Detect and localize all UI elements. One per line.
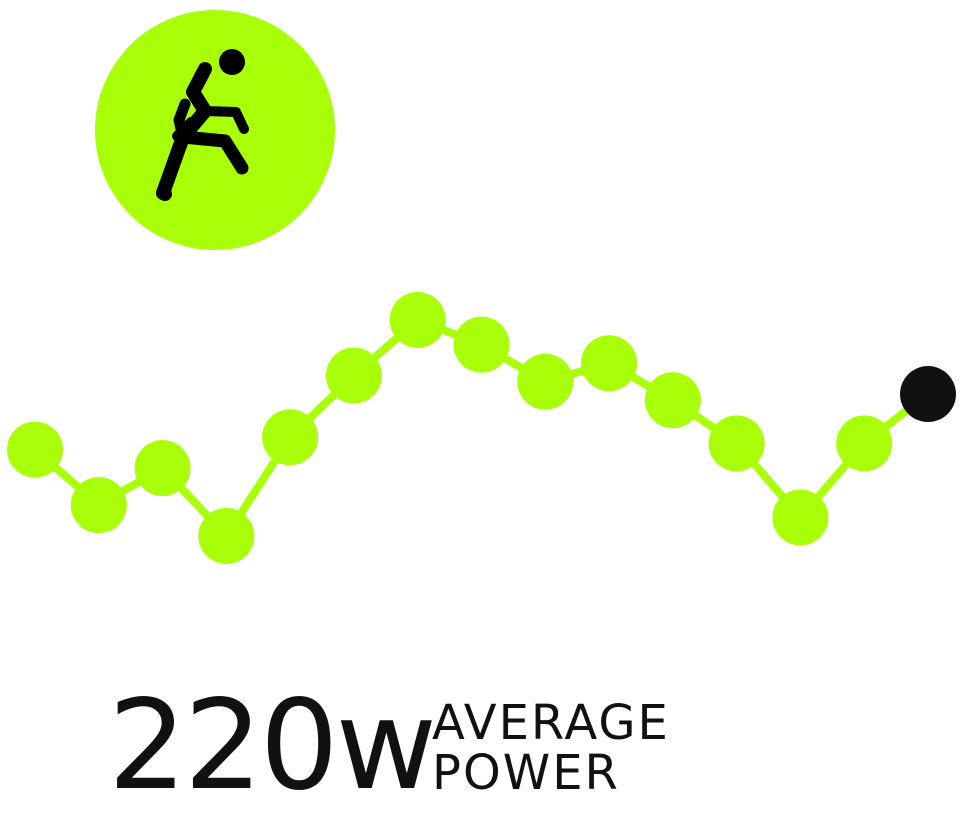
trend-point xyxy=(325,347,382,404)
trend-point xyxy=(7,421,63,478)
trend-point xyxy=(836,415,893,472)
trend-point xyxy=(708,415,765,472)
trend-point xyxy=(70,477,127,534)
trend-point xyxy=(517,353,574,410)
trend-point-current xyxy=(900,366,956,423)
activity-badge xyxy=(95,10,335,250)
running-person-icon xyxy=(156,49,249,201)
trend-point xyxy=(198,508,255,564)
trend-point xyxy=(644,372,701,429)
average-power-label-line1: AVERAGE xyxy=(432,695,670,751)
average-power-value: 220w xyxy=(108,674,437,818)
trend-point xyxy=(389,292,446,348)
trend-point xyxy=(772,489,829,546)
trend-point xyxy=(262,409,319,466)
average-power-label-line2: POWER xyxy=(432,745,620,801)
trend-point xyxy=(581,335,638,392)
trend-point xyxy=(134,440,191,497)
trend-point xyxy=(453,316,510,373)
average-power-label: AVERAGE POWER xyxy=(432,698,670,798)
